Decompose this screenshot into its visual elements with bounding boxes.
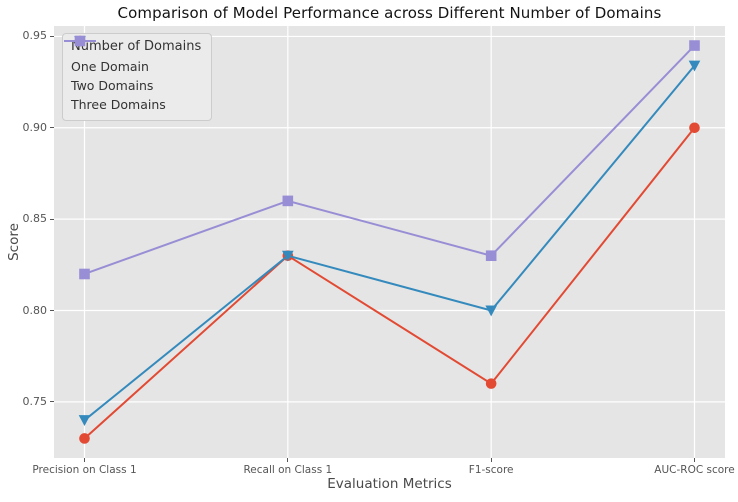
x-axis-label: Evaluation Metrics — [327, 476, 452, 492]
y-tick-label: 0.80 — [22, 303, 48, 317]
legend-entry: One Domain — [64, 35, 201, 76]
legend-entry-label: Two Domains — [71, 78, 154, 93]
legend-entry-label: One Domain — [71, 59, 149, 74]
data-point-circle — [485, 378, 497, 389]
data-point-triangle-down — [485, 305, 497, 317]
x-tick-mark — [490, 458, 492, 462]
y-tick-label: 0.90 — [22, 120, 48, 134]
y-tick-label: 0.85 — [22, 212, 48, 226]
y-axis-label: Score — [6, 223, 22, 261]
y-tick-mark — [50, 127, 54, 129]
y-tick-mark — [50, 35, 54, 37]
data-point-square — [79, 268, 90, 280]
legend-title: Number of Domains — [71, 39, 202, 54]
data-point-triangle-down — [282, 250, 294, 262]
series-line — [83, 64, 696, 422]
chart-title: Comparison of Model Performance across D… — [117, 4, 662, 22]
x-tick-label: AUC-ROC score — [654, 464, 735, 476]
y-tick-label: 0.95 — [22, 29, 48, 43]
legend-swatch-square-icon — [64, 35, 96, 47]
x-tick-mark — [287, 458, 289, 462]
y-tick-mark — [50, 401, 54, 403]
data-point-square — [282, 195, 294, 207]
x-tick-label: F1-score — [468, 464, 514, 476]
y-tick-mark — [50, 218, 54, 220]
data-point-triangle-down — [78, 415, 91, 426]
series-line — [83, 44, 696, 275]
y-tick-mark — [50, 310, 54, 312]
legend-entry: Three Domains — [64, 35, 201, 114]
y-tick-label: 0.75 — [22, 394, 48, 408]
plot-area: Number of Domains One Domain Two Domains T… — [54, 26, 725, 458]
data-point-square — [689, 40, 700, 51]
x-tick-label: Recall on Class 1 — [243, 464, 333, 476]
data-point-triangle-down — [688, 60, 701, 72]
plot-canvas — [54, 26, 725, 458]
legend-entry: Two Domains — [64, 36, 201, 95]
data-point-square — [74, 35, 86, 47]
x-tick-mark — [84, 458, 85, 462]
series-line — [83, 126, 696, 440]
data-point-circle — [689, 122, 700, 134]
legend-entries: One Domain Two Domains Three Domains — [64, 35, 201, 114]
x-tick-mark — [694, 458, 695, 462]
data-point-circle — [79, 433, 90, 444]
data-point-square — [485, 250, 497, 262]
legend-entry-label: Three Domains — [71, 97, 166, 112]
x-tick-label: Precision on Class 1 — [32, 464, 137, 476]
legend: Number of Domains One Domain Two Domains T… — [62, 33, 213, 121]
